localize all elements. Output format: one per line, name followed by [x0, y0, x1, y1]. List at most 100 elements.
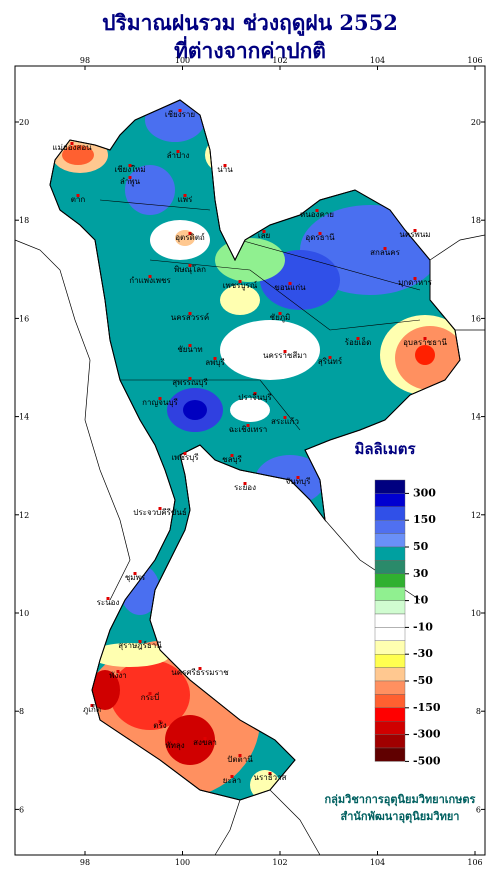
lon-tick-label: 100 [175, 56, 190, 65]
legend-label: -300 [413, 728, 441, 741]
place-label: พิษณุโลก [174, 264, 206, 274]
place-label: สระแก้ว [271, 417, 299, 426]
legend-swatch [374, 479, 406, 494]
place-dot [158, 720, 162, 723]
place-label: นครสวรรค์ [171, 312, 209, 322]
place-label: นราธิวาส [253, 773, 286, 782]
lon-tick-label: 98 [80, 858, 90, 867]
legend-swatch [374, 680, 406, 695]
place-dot [262, 230, 266, 233]
place-label: กาญจนบุรี [142, 398, 178, 407]
lat-tick-label: 10 [471, 609, 481, 618]
place-label: ร้อยเอ็ด [345, 337, 372, 347]
lat-tick-label: 18 [19, 216, 29, 225]
legend-swatch [374, 654, 406, 668]
place-label: เพชรบูรณ์ [223, 280, 258, 291]
place-dot [138, 640, 142, 643]
place-label: ลำพูน [120, 177, 141, 187]
place-dot [198, 667, 202, 670]
country-outline [49, 99, 461, 801]
legend-label: 10 [413, 594, 429, 607]
legend-swatch [374, 520, 406, 534]
lat-tick-label: 16 [19, 314, 29, 323]
place-label: ลพบุรี [205, 358, 225, 367]
place-dot [188, 232, 192, 235]
place-label: อุตรดิตถ์ [175, 232, 205, 242]
legend-swatch [374, 506, 406, 521]
legend-swatch [374, 546, 406, 561]
place-dot [413, 277, 417, 280]
place-dot [203, 737, 207, 740]
legend-label: 300 [413, 486, 436, 499]
legend-swatch [374, 694, 406, 709]
neighbor-borders [14, 234, 486, 856]
place-dot [253, 392, 257, 395]
place-dot [238, 280, 242, 283]
place-label: ภูเก็ต [83, 704, 101, 715]
lat-tick-label: 20 [471, 118, 481, 127]
place-dot [148, 692, 152, 695]
place-label: ตรัง [153, 721, 166, 730]
place-label: ลำปาง [167, 151, 190, 160]
lat-tick-label: 8 [19, 707, 24, 716]
legend-label: -50 [413, 674, 433, 687]
place-dot [223, 164, 227, 167]
place-dot [423, 337, 427, 340]
legend-label: 150 [413, 513, 436, 526]
place-dot [188, 264, 192, 267]
lon-tick-label: 106 [467, 858, 482, 867]
lon-tick-label: 102 [272, 858, 287, 867]
place-label: สงขลา [193, 738, 217, 747]
place-label: ชัยภูมิ [270, 313, 291, 323]
place-dot [188, 377, 192, 380]
place-label: พัทลุง [165, 741, 184, 750]
place-dot [158, 507, 162, 510]
place-label: สุราษฎร์ธานี [118, 640, 162, 650]
place-label: ปราจีนบุรี [238, 393, 272, 402]
place-label: หนองคาย [300, 210, 334, 219]
place-label: น่าน [217, 165, 233, 174]
place-dot [230, 775, 234, 778]
place-label: ชลบุรี [222, 455, 242, 464]
place-dot [296, 476, 300, 479]
place-dot [318, 232, 322, 235]
place-label: สกลนคร [370, 248, 400, 257]
place-dot [133, 572, 137, 575]
place-label: ตาก [71, 195, 86, 204]
place-label: จันทบุรี [286, 477, 312, 486]
place-dot [183, 194, 187, 197]
legend-swatch [374, 640, 406, 655]
place-dot [148, 275, 152, 278]
place-dot [283, 416, 287, 419]
place-dot [128, 164, 132, 167]
place-label: นครศรีธรรมราช [171, 668, 229, 677]
place-label: ชุมพร [125, 573, 146, 582]
legend-label: 30 [413, 567, 429, 580]
lon-tick-label: 104 [370, 56, 385, 65]
legend-title: มิลลิเมตร [354, 440, 416, 458]
place-dot [188, 312, 192, 315]
lon-tick-label: 104 [370, 858, 385, 867]
place-dot [213, 357, 217, 360]
place-dot [76, 194, 80, 197]
lat-tick-label: 14 [471, 413, 481, 422]
place-label: สุรินทร์ [318, 356, 343, 366]
place-dot [383, 247, 387, 250]
place-label: กระบี่ [141, 691, 160, 702]
legend-swatch [374, 627, 406, 642]
credit: กลุ่มวิชาการอุตุนิยมวิทยาเกษตร [325, 793, 476, 807]
place-dot [183, 452, 187, 455]
lat-tick-label: 14 [19, 413, 29, 422]
place-label: พังงา [109, 671, 127, 680]
place-label: สุพรรณบุรี [172, 378, 208, 387]
legend-label: -500 [413, 754, 441, 767]
legend-swatch [374, 587, 406, 601]
legend-swatch [374, 667, 406, 682]
title-line: ที่ต่างจากค่าปกติ [174, 35, 326, 63]
place-dot [243, 482, 247, 485]
place-dot [173, 740, 177, 743]
lat-tick-label: 16 [471, 314, 481, 323]
lat-tick-label: 10 [19, 609, 29, 618]
